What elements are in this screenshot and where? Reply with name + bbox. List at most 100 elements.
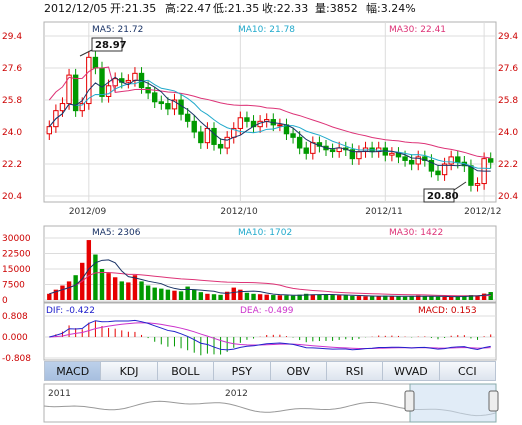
candle-body [356,151,362,160]
legend-ma30: MA30: 22.41 [389,25,446,35]
macd-panel [43,302,497,361]
candle-body [211,127,217,145]
volume-bar [422,296,428,300]
candle-body [389,152,395,156]
volume-bar [178,291,184,300]
volume-bar [251,293,256,300]
volume-bar [99,269,105,300]
price-xtick: 2012/10 [220,207,258,217]
volume-bar [218,294,223,300]
tab-psy[interactable]: PSY [214,362,271,380]
header-change: 幅:3.24% [366,2,416,15]
candle-body [237,117,244,129]
candle-body [92,56,99,69]
volume-bar [73,275,78,300]
volume-bar [396,296,401,300]
volume-bar [409,296,414,300]
ma5-line [48,76,491,172]
volume-bar [336,295,342,300]
candle-body [435,170,441,176]
macd-legend-macd: MACD: 0.153 [418,306,477,316]
volume-bar [244,292,250,300]
candle-body [165,103,171,110]
vol-ma5-line [49,259,491,298]
candle-body [329,149,336,153]
volume-bar [86,240,92,300]
volume-bar [132,275,138,300]
price-ytick-left: 22.2 [2,160,22,170]
volume-bar [47,293,52,300]
volume-bar [238,289,243,300]
volume-bar [159,288,164,300]
candle-body [204,127,211,144]
macd-ytick: 0.808 [2,312,28,322]
volume-bar [224,291,230,300]
price-xtick: 2012/09 [69,207,107,217]
high-callout-text: 28.97 [95,40,127,51]
tab-cci[interactable]: CCI [458,364,477,378]
volume-bar [356,296,362,300]
volume-bar [455,296,460,300]
tab-macd[interactable]: MACD [45,362,102,380]
navigator-handle-left[interactable] [404,390,415,412]
candle-body [277,124,283,127]
candle-body [99,67,105,97]
volume-bar [429,296,434,300]
candle-body [290,133,296,138]
price-ytick-left: 24.0 [2,128,22,138]
volume-bar [435,296,441,300]
volume-bar [205,293,210,300]
candle-body [184,113,191,122]
candle-body [191,120,197,133]
candle-body [448,156,454,165]
tab-kdj[interactable]: KDJ [101,362,158,380]
macd-legend-dea: DEA: -0.499 [240,306,294,316]
tab-wvad[interactable]: WVAD [383,362,440,380]
volume-bar [304,293,309,300]
header-close: 收:22.33 [262,1,308,15]
vol-legend-ma5: MA5: 2306 [92,228,141,238]
vol-ytick: 22500 [2,250,31,260]
vol-ytick: 30000 [2,234,31,244]
candle-body [455,156,461,163]
price-ytick-right: 22.2 [498,160,518,170]
volume-bar [198,292,204,300]
low-callout-text: 20.80 [427,191,459,202]
candle-body [46,126,52,135]
tab-obv[interactable]: OBV [271,362,327,380]
candle-body [336,147,342,153]
volume-bar [310,294,316,300]
volume-bar [185,286,190,300]
volume-bar [106,273,111,300]
navigator-selection[interactable] [409,383,497,423]
tab-boll[interactable]: BOLL [158,362,215,380]
candle-body [310,142,316,154]
volume-bar [93,254,98,300]
tab-rsi[interactable]: RSI [327,362,384,380]
price-ytick-left: 25.8 [2,96,22,106]
price-ytick-left: 20.4 [2,192,22,202]
candle-body [428,159,435,172]
navigator-handle-right[interactable] [488,390,499,412]
price-ytick-left: 29.4 [2,32,22,42]
volume-bar [257,294,263,300]
volume-bar [211,294,217,300]
price-ytick-right: 27.6 [498,64,518,74]
volume-bar [383,295,388,300]
candle-body [152,92,158,103]
volume-bar [402,296,408,300]
legend-ma5: MA5: 21.72 [92,25,143,35]
price-ytick-right: 20.4 [498,192,518,202]
volume-bar [152,287,157,300]
header-volume: 量:3852 [315,2,358,15]
price-xtick: 2012/12 [464,207,501,217]
candle-body [217,143,224,149]
candle-body [488,158,494,163]
candle-body [198,131,204,144]
volume-bar [317,294,322,300]
volume-bar [297,294,302,300]
candle-body [422,156,428,161]
macd-ytick: -0.808 [2,354,31,364]
nav-label-2012: 2012 [225,389,248,399]
